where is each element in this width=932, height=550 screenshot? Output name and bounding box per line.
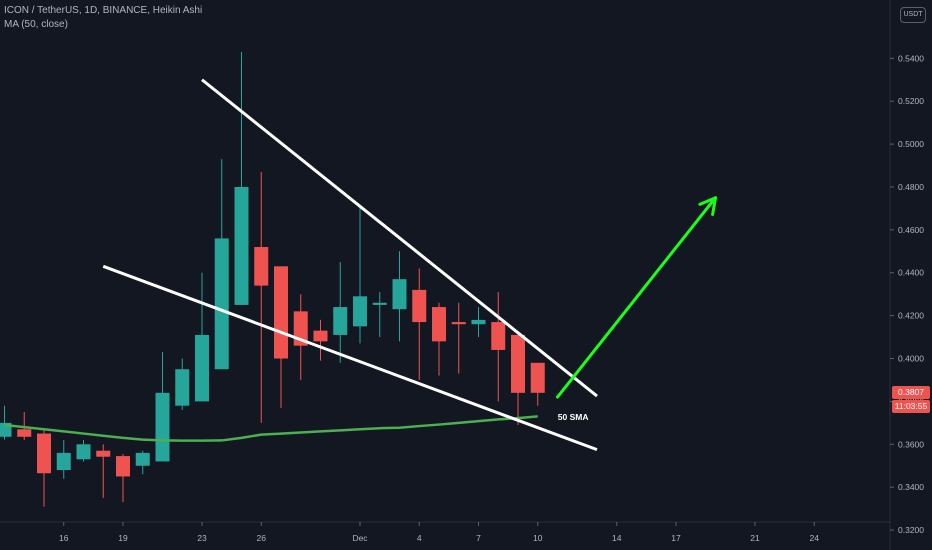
ma-annotation-label[interactable]: 50 SMA xyxy=(557,412,589,423)
candle-body xyxy=(412,289,427,323)
time-tick-label: 10 xyxy=(533,533,543,543)
time-tick-label: 26 xyxy=(257,533,267,543)
time-tick-label: Dec xyxy=(352,533,368,543)
trend-lines-layer xyxy=(102,78,717,452)
price-tick-label: 0.4400 xyxy=(898,268,924,278)
candle-body xyxy=(353,296,367,327)
price-tick-label: 0.5200 xyxy=(898,96,924,106)
price-tick-label: 0.3400 xyxy=(898,482,924,492)
candle-body xyxy=(0,422,12,437)
candle-body xyxy=(274,266,288,359)
candle-body xyxy=(511,334,525,393)
lower-trend-line xyxy=(102,264,598,452)
price-tick-label: 0.3600 xyxy=(898,439,924,449)
price-tick-label: 0.5400 xyxy=(898,53,924,63)
bar-countdown-label: 11:03:55 xyxy=(892,399,930,413)
currency-badge[interactable]: USDT xyxy=(900,7,926,23)
candle-body xyxy=(451,322,466,325)
time-tick-label: 14 xyxy=(612,533,622,543)
candle-body xyxy=(432,307,446,342)
time-scale: 16 19 23 26 Dec 4 7 10 14 17 21 24 xyxy=(59,522,819,543)
projection-arrow xyxy=(556,196,717,399)
arrow-head xyxy=(698,196,717,216)
candle-body xyxy=(155,392,170,462)
candle-body xyxy=(234,186,249,305)
time-tick-label: 23 xyxy=(197,533,207,543)
ma50-line xyxy=(4,415,538,442)
ma-layer xyxy=(4,415,538,442)
candle-body xyxy=(195,334,209,402)
time-tick-label: 17 xyxy=(671,533,681,543)
price-tick-label: 0.3200 xyxy=(898,525,924,535)
candle-body xyxy=(333,307,348,335)
time-tick-label: 21 xyxy=(750,533,760,543)
candle-body xyxy=(17,429,32,437)
indicator-title[interactable]: MA (50, close) xyxy=(4,19,68,30)
price-tick-label: 0.4600 xyxy=(898,225,924,235)
candle-body xyxy=(491,322,506,350)
upper-trend-line xyxy=(201,78,598,398)
price-tick-label: 0.5000 xyxy=(898,139,924,149)
candle-body xyxy=(471,319,486,325)
candle-body xyxy=(313,330,328,342)
candle-body xyxy=(56,452,71,471)
candle-body xyxy=(135,452,150,466)
candle-body xyxy=(254,247,269,286)
price-tick-label: 0.4000 xyxy=(898,354,924,364)
time-tick-label: 24 xyxy=(810,533,820,543)
price-scale: 0.32000.34000.36000.38000.40000.42000.44… xyxy=(890,53,924,535)
candle-body xyxy=(175,369,190,406)
time-tick-label: 4 xyxy=(417,533,422,543)
candle-body xyxy=(372,302,387,305)
candle-body xyxy=(96,450,111,457)
candle-body xyxy=(116,456,130,477)
symbol-title[interactable]: ICON / TetherUS, 1D, BINANCE, Heikin Ash… xyxy=(4,5,203,16)
candle-body xyxy=(214,238,229,370)
price-tick-label: 0.4800 xyxy=(898,182,924,192)
price-tick-label: 0.4200 xyxy=(898,311,924,321)
time-tick-label: 7 xyxy=(476,533,481,543)
candles-layer xyxy=(0,51,545,507)
time-tick-label: 19 xyxy=(118,533,128,543)
candle-body xyxy=(392,279,407,310)
last-price-label: 0.3807 xyxy=(892,386,930,400)
candle-body xyxy=(530,362,545,393)
candle-body xyxy=(76,444,91,460)
candle-body xyxy=(37,433,51,474)
time-tick-label: 16 xyxy=(59,533,69,543)
chart-legend: ICON / TetherUS, 1D, BINANCE, Heikin Ash… xyxy=(4,4,202,32)
